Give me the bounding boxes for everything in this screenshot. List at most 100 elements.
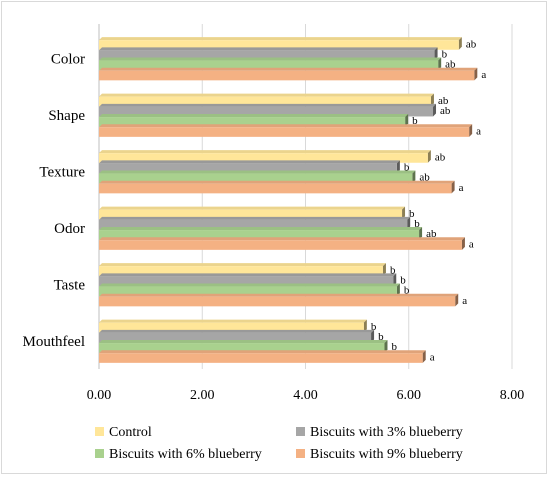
legend-label: Biscuits with 3% blueberry: [310, 425, 463, 440]
significance-label: b: [391, 341, 397, 353]
significance-label: ab: [445, 59, 456, 71]
category-label: Mouthfeel: [23, 334, 85, 350]
bar-side-face: [363, 319, 367, 333]
bar-top-face: [99, 114, 409, 118]
bar: [99, 106, 434, 117]
bar-top-face: [99, 57, 442, 61]
category-label: Taste: [54, 277, 86, 293]
significance-label: b: [404, 161, 410, 173]
bar: [99, 183, 452, 194]
bar-top-face: [99, 293, 459, 297]
significance-label: b: [400, 274, 406, 286]
significance-label: ab: [438, 95, 449, 107]
chart-frame: ab b ab a ab ab b a ab b ab a b b ab a b b b a b b b a Color Sha…: [1, 1, 547, 474]
bar-side-face: [382, 263, 386, 276]
bar-top-face: [99, 283, 400, 287]
bar-side-face: [402, 206, 406, 220]
significance-label: a: [476, 125, 481, 137]
bar-top-face: [99, 170, 416, 174]
bar: [99, 163, 397, 173]
bar-side-face: [469, 124, 473, 137]
bar-side-face: [474, 67, 478, 81]
bar-side-face: [407, 216, 411, 230]
category-label: Shape: [48, 108, 85, 124]
x-tick-label: 6.00: [397, 388, 422, 403]
bar-side-face: [458, 37, 462, 50]
bar: [99, 296, 456, 307]
legend-label: Biscuits with 6% blueberry: [109, 447, 262, 462]
bar-top-face: [99, 180, 455, 184]
bar-side-face: [384, 340, 388, 353]
bar-side-face: [412, 170, 416, 184]
significance-label: b: [409, 208, 415, 220]
bar-top-face: [99, 150, 431, 154]
significance-label: a: [481, 69, 486, 81]
bar-top-face: [99, 124, 473, 128]
bar-side-face: [455, 293, 459, 307]
bar: [99, 322, 364, 333]
category-label: Texture: [39, 164, 85, 180]
bar: [99, 353, 423, 363]
bar: [99, 230, 420, 240]
category-label: Odor: [54, 221, 85, 237]
bar: [99, 127, 470, 137]
bar-side-face: [451, 180, 455, 194]
bar-side-face: [461, 237, 465, 250]
category-label: Color: [51, 51, 85, 67]
significance-label: b: [378, 331, 384, 343]
bar-top-face: [99, 103, 437, 107]
gridlines: [98, 24, 513, 369]
bar-top-face: [99, 47, 438, 51]
significance-label: b: [390, 264, 396, 276]
bar-side-face: [371, 329, 375, 343]
x-tick-label: 4.00: [293, 388, 318, 403]
bar-top-face: [99, 93, 434, 97]
bar-side-face: [427, 150, 431, 163]
legend-swatch: [296, 449, 305, 458]
bar-top-face: [99, 273, 397, 277]
x-tick-label: 8.00: [500, 388, 525, 403]
bar-side-face: [433, 103, 437, 117]
x-tick-label: 0.00: [87, 388, 112, 403]
bar-top-face: [99, 329, 375, 333]
significance-label: ab: [466, 38, 477, 50]
significance-label: b: [442, 48, 448, 60]
bars: [99, 37, 478, 363]
significance-label: ab: [426, 228, 437, 240]
bar-top-face: [99, 319, 367, 323]
bar: [99, 40, 459, 50]
significance-label: b: [371, 321, 377, 333]
significance-label: b: [414, 218, 420, 230]
significance-label: b: [412, 115, 418, 127]
category-labels: Color Shape Texture Odor Taste Mouthfeel: [23, 51, 86, 350]
bar: [99, 266, 383, 276]
bar-side-face: [396, 283, 400, 297]
bar: [99, 70, 475, 81]
bar-top-face: [99, 263, 386, 267]
bar: [99, 276, 394, 286]
bar-top-face: [99, 227, 423, 231]
bar: [99, 209, 403, 220]
legend-label: Control: [109, 425, 152, 440]
significance-label: a: [459, 182, 464, 194]
bar-side-face: [430, 93, 434, 107]
significance-label: a: [430, 351, 435, 363]
significance-label: b: [404, 285, 410, 297]
bar-top-face: [99, 216, 411, 220]
x-tick-labels: 0.00 2.00 4.00 6.00 8.00: [87, 388, 525, 403]
bar: [99, 173, 413, 184]
legend-swatch: [95, 427, 104, 436]
bar-top-face: [99, 67, 478, 71]
bar: [99, 286, 397, 297]
bar-side-face: [422, 350, 426, 363]
bar: [99, 219, 408, 230]
bar-side-face: [396, 160, 400, 173]
bar-top-face: [99, 350, 426, 354]
bar-top-face: [99, 160, 400, 164]
legend-swatch: [296, 427, 305, 436]
bar-side-face: [419, 227, 423, 240]
significance-label: a: [462, 295, 467, 307]
bar: [99, 50, 435, 60]
bar-top-face: [99, 237, 465, 241]
bar-side-face: [405, 114, 409, 127]
